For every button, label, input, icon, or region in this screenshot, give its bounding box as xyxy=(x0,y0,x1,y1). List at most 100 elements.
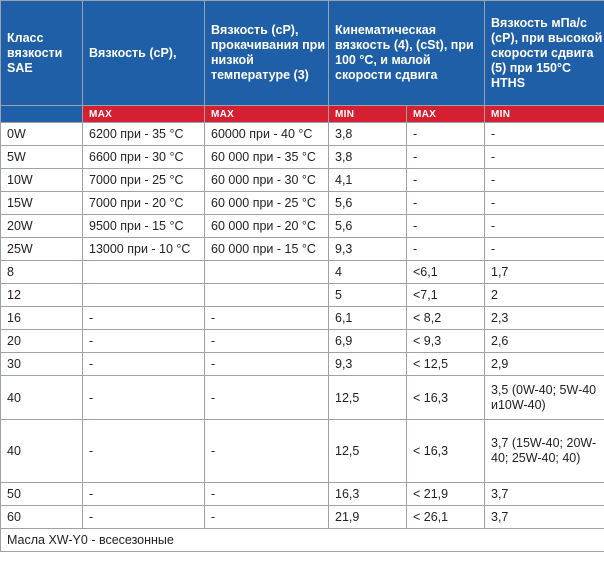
cell-hths: 2,6 xyxy=(484,329,604,353)
cell-sae: 20W xyxy=(0,214,83,238)
cell-kin-max: < 21,9 xyxy=(406,482,485,506)
header-row: Класс вязкости SAE Вязкость (cP), Вязкос… xyxy=(0,0,604,106)
cell-kin-max: - xyxy=(406,214,485,238)
cell-kin-min: 5,6 xyxy=(328,214,407,238)
table-row: 12 5 <7,1 2 xyxy=(0,283,604,307)
header-viscosity-cp: Вязкость (cP), xyxy=(82,0,205,106)
cell-kin-max: < 8,2 xyxy=(406,306,485,330)
table-row: 0W 6200 при - 35 °C 60000 при - 40 °C 3,… xyxy=(0,122,604,146)
cell-hths: - xyxy=(484,191,604,215)
cell-hths: - xyxy=(484,122,604,146)
subheader-blank xyxy=(0,105,83,123)
cell-pump: - xyxy=(204,352,329,376)
cell-pump: 60 000 при - 15 °C xyxy=(204,237,329,261)
cell-kin-max: <7,1 xyxy=(406,283,485,307)
cell-kin-min: 9,3 xyxy=(328,352,407,376)
cell-pump: 60 000 при - 30 °C xyxy=(204,168,329,192)
cell-hths: 2,3 xyxy=(484,306,604,330)
cell-pump: - xyxy=(204,419,329,483)
cell-kin-max: < 16,3 xyxy=(406,375,485,420)
subheader-pump-max: MAX xyxy=(204,105,329,123)
cell-pump: 60 000 при - 35 °C xyxy=(204,145,329,169)
cell-kin-max: - xyxy=(406,237,485,261)
cell-hths: - xyxy=(484,237,604,261)
subheader-row: MAX MAX MIN MAX MIN xyxy=(0,105,604,123)
table-row: 20 - - 6,9 < 9,3 2,6 xyxy=(0,329,604,353)
cell-sae: 60 xyxy=(0,505,83,529)
sae-viscosity-table: Класс вязкости SAE Вязкость (cP), Вязкос… xyxy=(0,0,604,552)
cell-kin-min: 6,9 xyxy=(328,329,407,353)
cell-sae: 12 xyxy=(0,283,83,307)
cell-kin-min: 6,1 xyxy=(328,306,407,330)
table-row: 20W 9500 при - 15 °C 60 000 при - 20 °C … xyxy=(0,214,604,238)
cell-hths: 2,9 xyxy=(484,352,604,376)
cell-cp: 7000 при - 20 °C xyxy=(82,191,205,215)
cell-sae: 40 xyxy=(0,375,83,420)
table-row: 60 - - 21,9 < 26,1 3,7 xyxy=(0,505,604,529)
cell-hths: 2 xyxy=(484,283,604,307)
cell-kin-min: 5 xyxy=(328,283,407,307)
subheader-cp-max: MAX xyxy=(82,105,205,123)
table-row: 25W 13000 при - 10 °C 60 000 при - 15 °C… xyxy=(0,237,604,261)
header-pumping-viscosity: Вязкость (cP), прокачивания при низкой т… xyxy=(204,0,329,106)
cell-sae: 10W xyxy=(0,168,83,192)
table-row: 30 - - 9,3 < 12,5 2,9 xyxy=(0,352,604,376)
table-row: 8 4 <6,1 1,7 xyxy=(0,260,604,284)
cell-pump xyxy=(204,260,329,284)
cell-kin-max: < 16,3 xyxy=(406,419,485,483)
cell-pump: 60000 при - 40 °C xyxy=(204,122,329,146)
cell-sae: 20 xyxy=(0,329,83,353)
table-row: 10W 7000 при - 25 °C 60 000 при - 30 °C … xyxy=(0,168,604,192)
cell-sae: 0W xyxy=(0,122,83,146)
footnote-row: Масла XW-Y0 - всесезонные xyxy=(0,528,604,552)
cell-kin-min: 5,6 xyxy=(328,191,407,215)
cell-cp: - xyxy=(82,329,205,353)
cell-pump xyxy=(204,283,329,307)
cell-cp: 13000 при - 10 °C xyxy=(82,237,205,261)
table-row: 40 - - 12,5 < 16,3 3,5 (0W-40; 5W-40 и10… xyxy=(0,375,604,420)
cell-hths: 3,7 xyxy=(484,505,604,529)
cell-cp xyxy=(82,283,205,307)
cell-pump: - xyxy=(204,329,329,353)
cell-cp: 9500 при - 15 °C xyxy=(82,214,205,238)
cell-cp: - xyxy=(82,352,205,376)
cell-kin-max: <6,1 xyxy=(406,260,485,284)
cell-hths: - xyxy=(484,145,604,169)
cell-cp: 6600 при - 30 °C xyxy=(82,145,205,169)
footnote: Масла XW-Y0 - всесезонные xyxy=(0,528,604,552)
cell-kin-max: - xyxy=(406,122,485,146)
cell-cp: - xyxy=(82,482,205,506)
cell-kin-min: 12,5 xyxy=(328,375,407,420)
cell-sae: 40 xyxy=(0,419,83,483)
cell-pump: 60 000 при - 20 °C xyxy=(204,214,329,238)
cell-kin-min: 4 xyxy=(328,260,407,284)
cell-cp: - xyxy=(82,375,205,420)
cell-kin-min: 3,8 xyxy=(328,122,407,146)
cell-hths: 3,5 (0W-40; 5W-40 и10W-40) xyxy=(484,375,604,420)
cell-pump: - xyxy=(204,505,329,529)
cell-hths: - xyxy=(484,214,604,238)
cell-pump: - xyxy=(204,375,329,420)
cell-kin-min: 16,3 xyxy=(328,482,407,506)
cell-kin-min: 9,3 xyxy=(328,237,407,261)
cell-sae: 30 xyxy=(0,352,83,376)
cell-kin-max: < 12,5 xyxy=(406,352,485,376)
table-row: 15W 7000 при - 20 °C 60 000 при - 25 °C … xyxy=(0,191,604,215)
cell-cp: 7000 при - 25 °C xyxy=(82,168,205,192)
cell-sae: 25W xyxy=(0,237,83,261)
cell-kin-min: 4,1 xyxy=(328,168,407,192)
cell-kin-max: - xyxy=(406,191,485,215)
cell-kin-max: < 9,3 xyxy=(406,329,485,353)
cell-hths: 3,7 (15W-40; 20W-40; 25W-40; 40) xyxy=(484,419,604,483)
cell-kin-min: 21,9 xyxy=(328,505,407,529)
header-hths-viscosity: Вязкость мПа/с (cP), при высокой скорост… xyxy=(484,0,604,106)
cell-kin-max: - xyxy=(406,145,485,169)
cell-cp: - xyxy=(82,505,205,529)
header-kinematic-viscosity: Кинематическая вязкость (4), (cSt), при … xyxy=(328,0,485,106)
cell-cp: - xyxy=(82,306,205,330)
cell-cp: - xyxy=(82,419,205,483)
cell-cp: 6200 при - 35 °C xyxy=(82,122,205,146)
cell-sae: 16 xyxy=(0,306,83,330)
cell-pump: - xyxy=(204,482,329,506)
cell-hths: 1,7 xyxy=(484,260,604,284)
